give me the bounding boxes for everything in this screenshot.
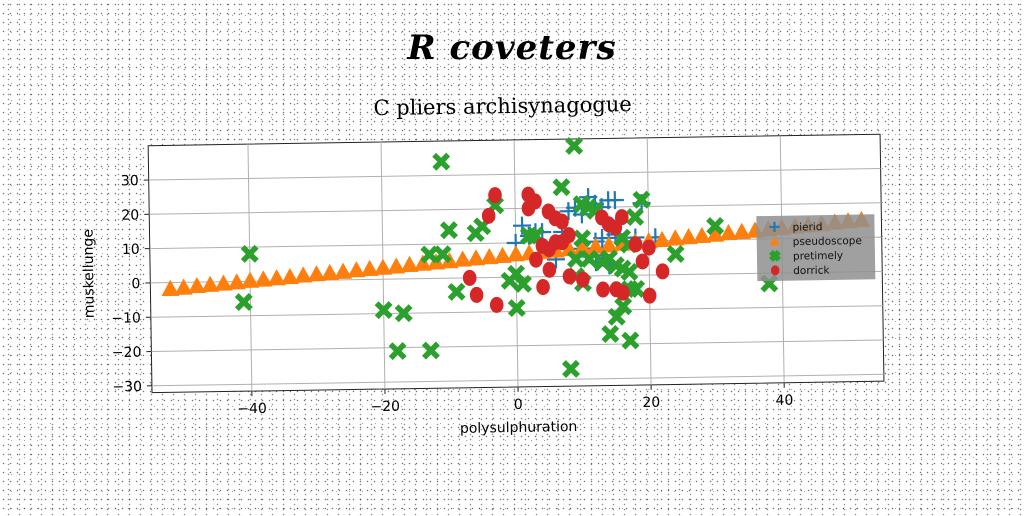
- x-tick-label: 40: [775, 393, 793, 409]
- legend-label-pierid: pierid: [792, 221, 822, 233]
- x-axis-label: polysulphuration: [460, 419, 578, 437]
- legend: pierid pseudoscope pretimely dorrick: [756, 214, 875, 281]
- y-tick-label: −10: [111, 310, 141, 326]
- legend-label-pretimely: pretimely: [793, 250, 843, 263]
- y-axis-label: muskellunge: [80, 229, 97, 318]
- x-tick-label: 20: [642, 395, 660, 411]
- legend-label-pseudoscope: pseudoscope: [793, 235, 862, 248]
- y-tick-label: −20: [112, 345, 142, 361]
- y-tick-label: 30: [121, 173, 139, 189]
- x-tick-label: −20: [370, 399, 400, 415]
- legend-label-dorrick: dorrick: [793, 265, 830, 278]
- x-tick-label: −40: [237, 401, 267, 417]
- y-tick-label: 20: [121, 207, 139, 223]
- legend-marker-pretimely: [771, 252, 779, 260]
- x-tick-label: 0: [514, 397, 523, 413]
- y-tick-label: 0: [131, 276, 140, 292]
- chart-title: C pliers archisynagogue: [373, 92, 632, 120]
- y-tick-label: 10: [122, 242, 140, 258]
- y-tick-label: −30: [112, 379, 142, 395]
